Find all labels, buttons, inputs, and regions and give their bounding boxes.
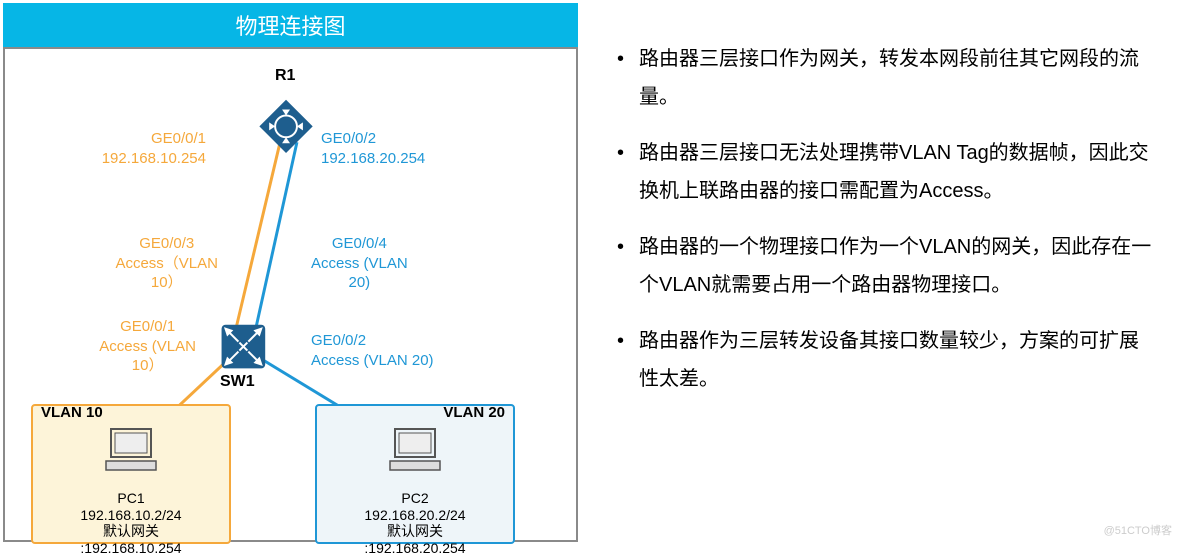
sw-right-top-iface: GE0/0/4 Access (VLAN 20) — [311, 234, 408, 293]
r1-left-iface: GE0/0/1 192.168.10.254 — [102, 129, 206, 168]
bullet-item: 路由器三层接口无法处理携带VLAN Tag的数据帧，因此交换机上联路由器的接口需… — [611, 134, 1154, 210]
r1-right-iface: GE0/0/2 192.168.20.254 — [321, 129, 451, 168]
pc-icon — [101, 424, 161, 474]
pc2-vlan: VLAN 20 — [443, 404, 505, 421]
diagram-title: 物理连接图 — [3, 3, 578, 47]
switch-label: SW1 — [220, 373, 255, 391]
pc1-box: VLAN 10 PC1 192.168.10.2/24 默认网关 :192.16… — [31, 404, 231, 544]
sw-right-bot-iface: GE0/0/2 Access (VLAN 20) — [311, 331, 434, 370]
sw-left-top-iface: GE0/0/3 Access（VLAN 10） — [115, 234, 218, 293]
diagram-container: R1 SW1 GE0/0/1 192.168.10.254 GE0/0/2 19… — [3, 47, 578, 542]
bullet-item: 路由器的一个物理接口作为一个VLAN的网关，因此存在一个VLAN就需要占用一个路… — [611, 228, 1154, 304]
pc1-vlan: VLAN 10 — [41, 404, 103, 421]
sw-left-bot-iface: GE0/0/1 Access (VLAN 10） — [99, 317, 196, 376]
watermark: @51CTO博客 — [1104, 522, 1172, 538]
bullet-item: 路由器三层接口作为网关，转发本网段前往其它网段的流量。 — [611, 40, 1154, 116]
bullet-item: 路由器作为三层转发设备其接口数量较少，方案的可扩展性太差。 — [611, 322, 1154, 398]
router-label: R1 — [275, 67, 295, 85]
pc2-box: VLAN 20 PC2 192.168.20.2/24 默认网关 :192.16… — [315, 404, 515, 544]
diagram-panel: 物理连接图 — [3, 3, 578, 543]
pc-icon — [385, 424, 445, 474]
bullet-list: 路由器三层接口作为网关，转发本网段前往其它网段的流量。 路由器三层接口无法处理携… — [611, 40, 1154, 398]
text-panel: 路由器三层接口作为网关，转发本网段前往其它网段的流量。 路由器三层接口无法处理携… — [581, 0, 1184, 546]
pc1-info: PC1 192.168.10.2/24 默认网关 :192.168.10.254 — [33, 490, 229, 557]
pc2-info: PC2 192.168.20.2/24 默认网关 :192.168.20.254 — [317, 490, 513, 557]
